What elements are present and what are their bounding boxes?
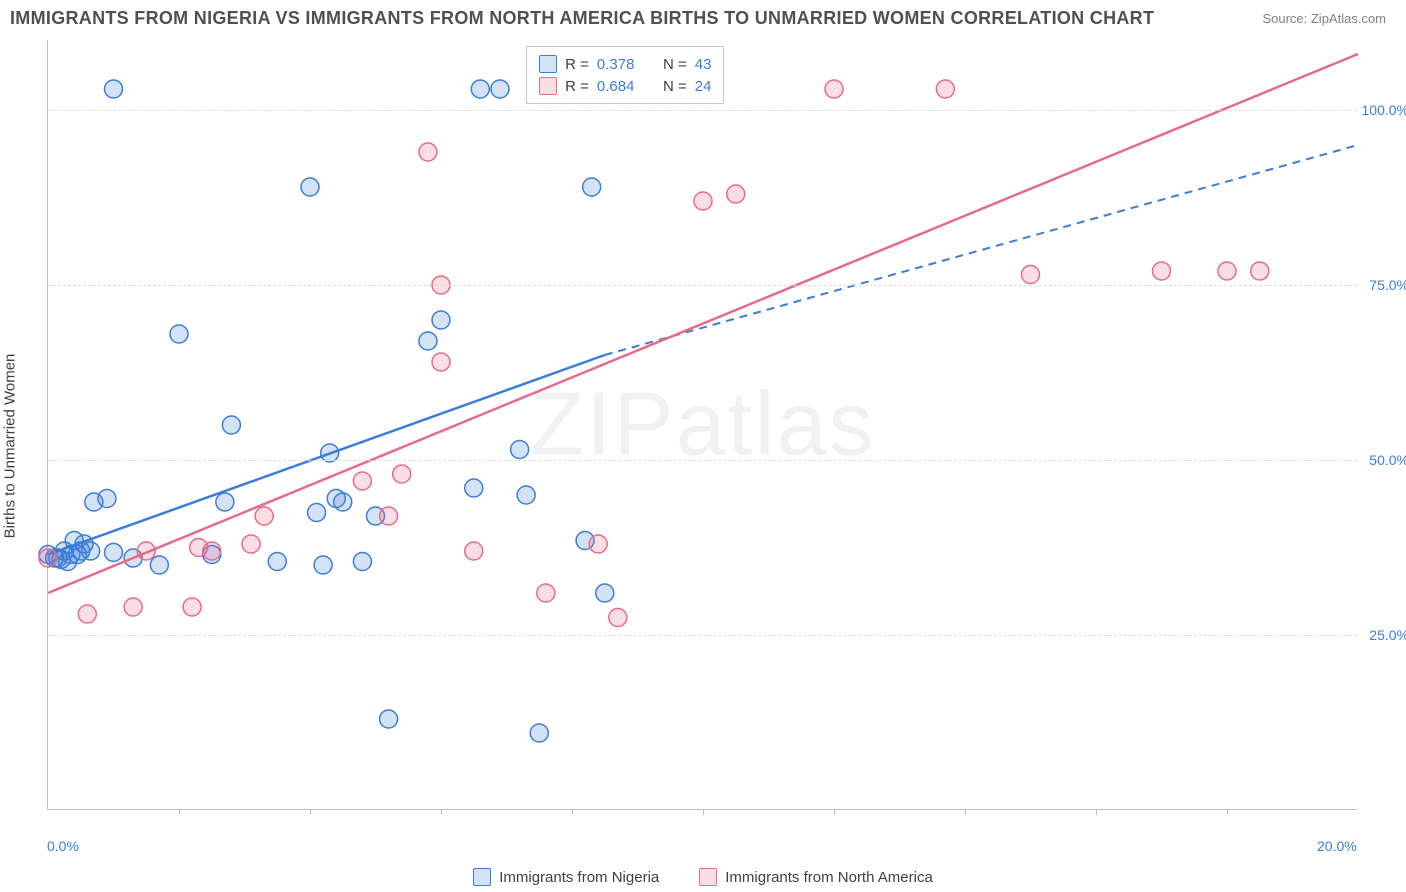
x-axis-min-label: 0.0%	[47, 838, 79, 854]
gridline	[48, 110, 1357, 111]
y-tick-label: 25.0%	[1369, 627, 1406, 643]
y-tick-label: 50.0%	[1369, 452, 1406, 468]
plot-area: ZIPatlas 25.0%50.0%75.0%100.0%R =0.378 N…	[47, 40, 1357, 810]
y-axis-title: Births to Unmarried Women	[2, 354, 19, 539]
legend-swatch	[539, 55, 557, 73]
legend-swatch	[699, 868, 717, 886]
x-tick	[1096, 809, 1097, 815]
bottom-legend-label: Immigrants from North America	[725, 869, 933, 886]
x-tick	[572, 809, 573, 815]
legend-swatch	[539, 77, 557, 95]
y-tick-label: 100.0%	[1362, 102, 1406, 118]
y-tick-label: 75.0%	[1369, 277, 1406, 293]
gridline	[48, 635, 1357, 636]
legend-r-label: R =	[565, 78, 589, 95]
bottom-legend: Immigrants from Nigeria Immigrants from N…	[0, 868, 1406, 886]
gridline	[48, 285, 1357, 286]
x-tick	[703, 809, 704, 815]
legend-r-label: R =	[565, 56, 589, 73]
correlation-legend: R = 0.378 N = 43 R = 0.684 N = 24	[526, 46, 724, 104]
x-tick	[965, 809, 966, 815]
legend-r-value: 0.378	[597, 56, 635, 73]
source-attribution: Source: ZipAtlas.com	[1262, 11, 1386, 26]
x-axis-max-label: 20.0%	[1317, 838, 1357, 854]
legend-row: R = 0.378 N = 43	[539, 53, 711, 75]
bottom-legend-label: Immigrants from Nigeria	[499, 869, 659, 886]
chart-title: IMMIGRANTS FROM NIGERIA VS IMMIGRANTS FR…	[10, 8, 1154, 29]
x-tick	[179, 809, 180, 815]
bottom-legend-item: Immigrants from Nigeria	[473, 868, 659, 886]
bottom-legend-item: Immigrants from North America	[699, 868, 933, 886]
legend-n-value: 24	[695, 78, 712, 95]
gridline	[48, 460, 1357, 461]
legend-n-label: N =	[663, 56, 687, 73]
legend-n-label: N =	[663, 78, 687, 95]
legend-swatch	[473, 868, 491, 886]
legend-n-value: 43	[695, 56, 712, 73]
x-tick	[834, 809, 835, 815]
x-tick	[310, 809, 311, 815]
legend-row: R = 0.684 N = 24	[539, 75, 711, 97]
x-tick	[1227, 809, 1228, 815]
legend-r-value: 0.684	[597, 78, 635, 95]
scatter-plot-svg	[48, 40, 1357, 809]
x-tick	[441, 809, 442, 815]
